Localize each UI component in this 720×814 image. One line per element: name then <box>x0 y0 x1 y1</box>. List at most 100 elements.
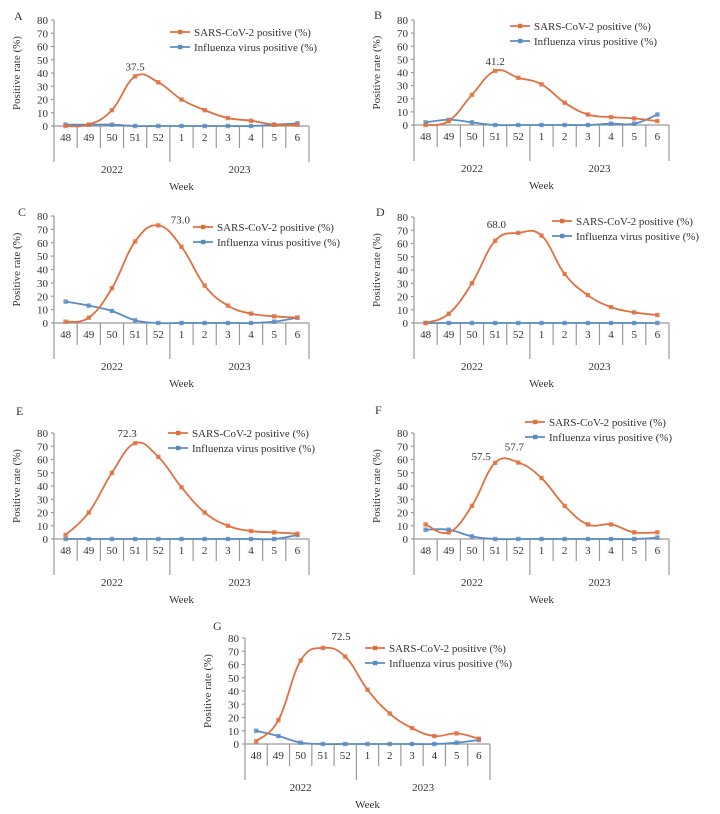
x-tick-label: 3 <box>409 750 415 762</box>
x-tick-label: 5 <box>271 545 277 557</box>
x-tick-label: 49 <box>273 750 285 762</box>
data-point-influenza <box>86 536 91 542</box>
data-point-influenza <box>248 320 254 326</box>
y-axis-label: Positive rate (%) <box>11 36 23 110</box>
data-point-sars-cov-2 <box>343 654 348 659</box>
y-tick-label: 20 <box>37 508 49 520</box>
data-point-sars-cov-2 <box>516 460 521 465</box>
data-point-influenza <box>516 536 521 542</box>
x-tick-label: 1 <box>179 329 185 341</box>
y-tick-label: 50 <box>37 55 49 67</box>
data-point-sars-cov-2 <box>608 304 614 310</box>
data-point-influenza <box>585 536 591 542</box>
x-tick-label: 51 <box>130 132 141 144</box>
y-tick-label: 20 <box>37 95 49 107</box>
x-axis-label: Week <box>529 180 554 192</box>
data-point-sars-cov-2 <box>539 233 544 238</box>
data-point-sars-cov-2 <box>409 725 415 731</box>
data-point-sars-cov-2 <box>63 532 68 538</box>
data-point-sars-cov-2 <box>272 314 277 319</box>
y-tick-label: 0 <box>43 318 49 330</box>
x-tick-label: 5 <box>454 750 460 762</box>
data-point-influenza <box>423 120 428 125</box>
data-point-influenza <box>63 536 68 542</box>
x-tick-label: 1 <box>179 132 185 144</box>
series-line-sars-cov-2 <box>425 457 658 535</box>
y-tick-label: 10 <box>37 305 49 317</box>
data-point-sars-cov-2 <box>272 530 277 535</box>
y-tick-label: 40 <box>397 265 409 277</box>
data-point-influenza <box>365 741 370 747</box>
panel-label: B <box>374 8 382 22</box>
y-tick-label: 80 <box>228 633 240 645</box>
data-point-influenza <box>608 320 614 326</box>
x-tick-label: 50 <box>295 750 307 762</box>
year-label: 2023 <box>228 164 251 176</box>
data-point-influenza <box>492 320 498 326</box>
data-point-influenza <box>632 121 637 126</box>
x-tick-label: 48 <box>420 545 432 557</box>
data-point-influenza <box>63 299 68 304</box>
data-point-sars-cov-2 <box>63 123 68 129</box>
y-tick-label: 70 <box>37 441 49 453</box>
data-point-sars-cov-2 <box>539 82 544 87</box>
x-axis-label: Week <box>529 594 554 606</box>
data-point-influenza <box>343 741 348 747</box>
data-point-sars-cov-2 <box>276 717 281 723</box>
peak-value-label: 57.7 <box>505 442 525 454</box>
year-label: 2023 <box>588 361 611 373</box>
data-point-sars-cov-2 <box>387 711 392 716</box>
data-point-sars-cov-2 <box>109 107 115 113</box>
y-tick-label: 0 <box>43 121 49 133</box>
series-line-sars-cov-2 <box>425 229 658 324</box>
x-tick-label: 48 <box>60 329 72 341</box>
data-point-influenza <box>469 120 475 125</box>
x-tick-label: 52 <box>153 132 164 144</box>
x-tick-label: 52 <box>513 131 524 143</box>
data-point-sars-cov-2 <box>476 736 482 741</box>
legend-label-influenza: Influenza virus positive (%) <box>534 36 657 48</box>
x-tick-label: 1 <box>179 545 185 557</box>
data-point-sars-cov-2 <box>516 230 521 236</box>
y-tick-label: 50 <box>397 54 409 66</box>
data-point-influenza <box>446 320 451 326</box>
y-tick-label: 70 <box>397 225 409 237</box>
data-point-sars-cov-2 <box>253 739 259 744</box>
year-label: 2022 <box>290 782 312 794</box>
data-point-influenza <box>225 320 231 326</box>
y-tick-label: 0 <box>403 318 409 330</box>
y-tick-label: 0 <box>234 739 240 751</box>
y-tick-label: 70 <box>37 28 49 40</box>
data-point-influenza <box>516 320 521 326</box>
year-label: 2023 <box>412 782 435 794</box>
data-point-influenza <box>109 308 115 314</box>
data-point-influenza <box>608 536 614 542</box>
data-point-sars-cov-2 <box>562 100 567 105</box>
x-axis-label: Week <box>169 594 194 606</box>
data-point-influenza <box>655 112 660 117</box>
x-tick-label: 3 <box>585 329 591 341</box>
data-point-sars-cov-2 <box>469 281 475 286</box>
x-tick-label: 48 <box>420 329 432 341</box>
data-point-sars-cov-2 <box>320 645 326 651</box>
data-point-sars-cov-2 <box>632 530 637 535</box>
x-tick-label: 4 <box>608 329 614 341</box>
data-point-influenza <box>179 320 184 326</box>
x-tick-label: 1 <box>539 131 545 143</box>
x-tick-label: 50 <box>106 329 118 341</box>
data-point-influenza <box>109 122 115 127</box>
y-tick-label: 40 <box>37 68 49 80</box>
x-tick-label: 49 <box>83 329 95 341</box>
x-tick-label: 49 <box>83 132 95 144</box>
legend-label-sars-cov-2: SARS-CoV-2 positive (%) <box>192 428 309 440</box>
data-point-sars-cov-2 <box>446 311 451 316</box>
legend-marker-sars-cov-2 <box>518 23 523 29</box>
legend-label-influenza: Influenza virus positive (%) <box>549 432 672 444</box>
y-tick-label: 60 <box>37 455 49 467</box>
data-point-influenza <box>632 536 637 542</box>
data-point-sars-cov-2 <box>423 122 428 128</box>
